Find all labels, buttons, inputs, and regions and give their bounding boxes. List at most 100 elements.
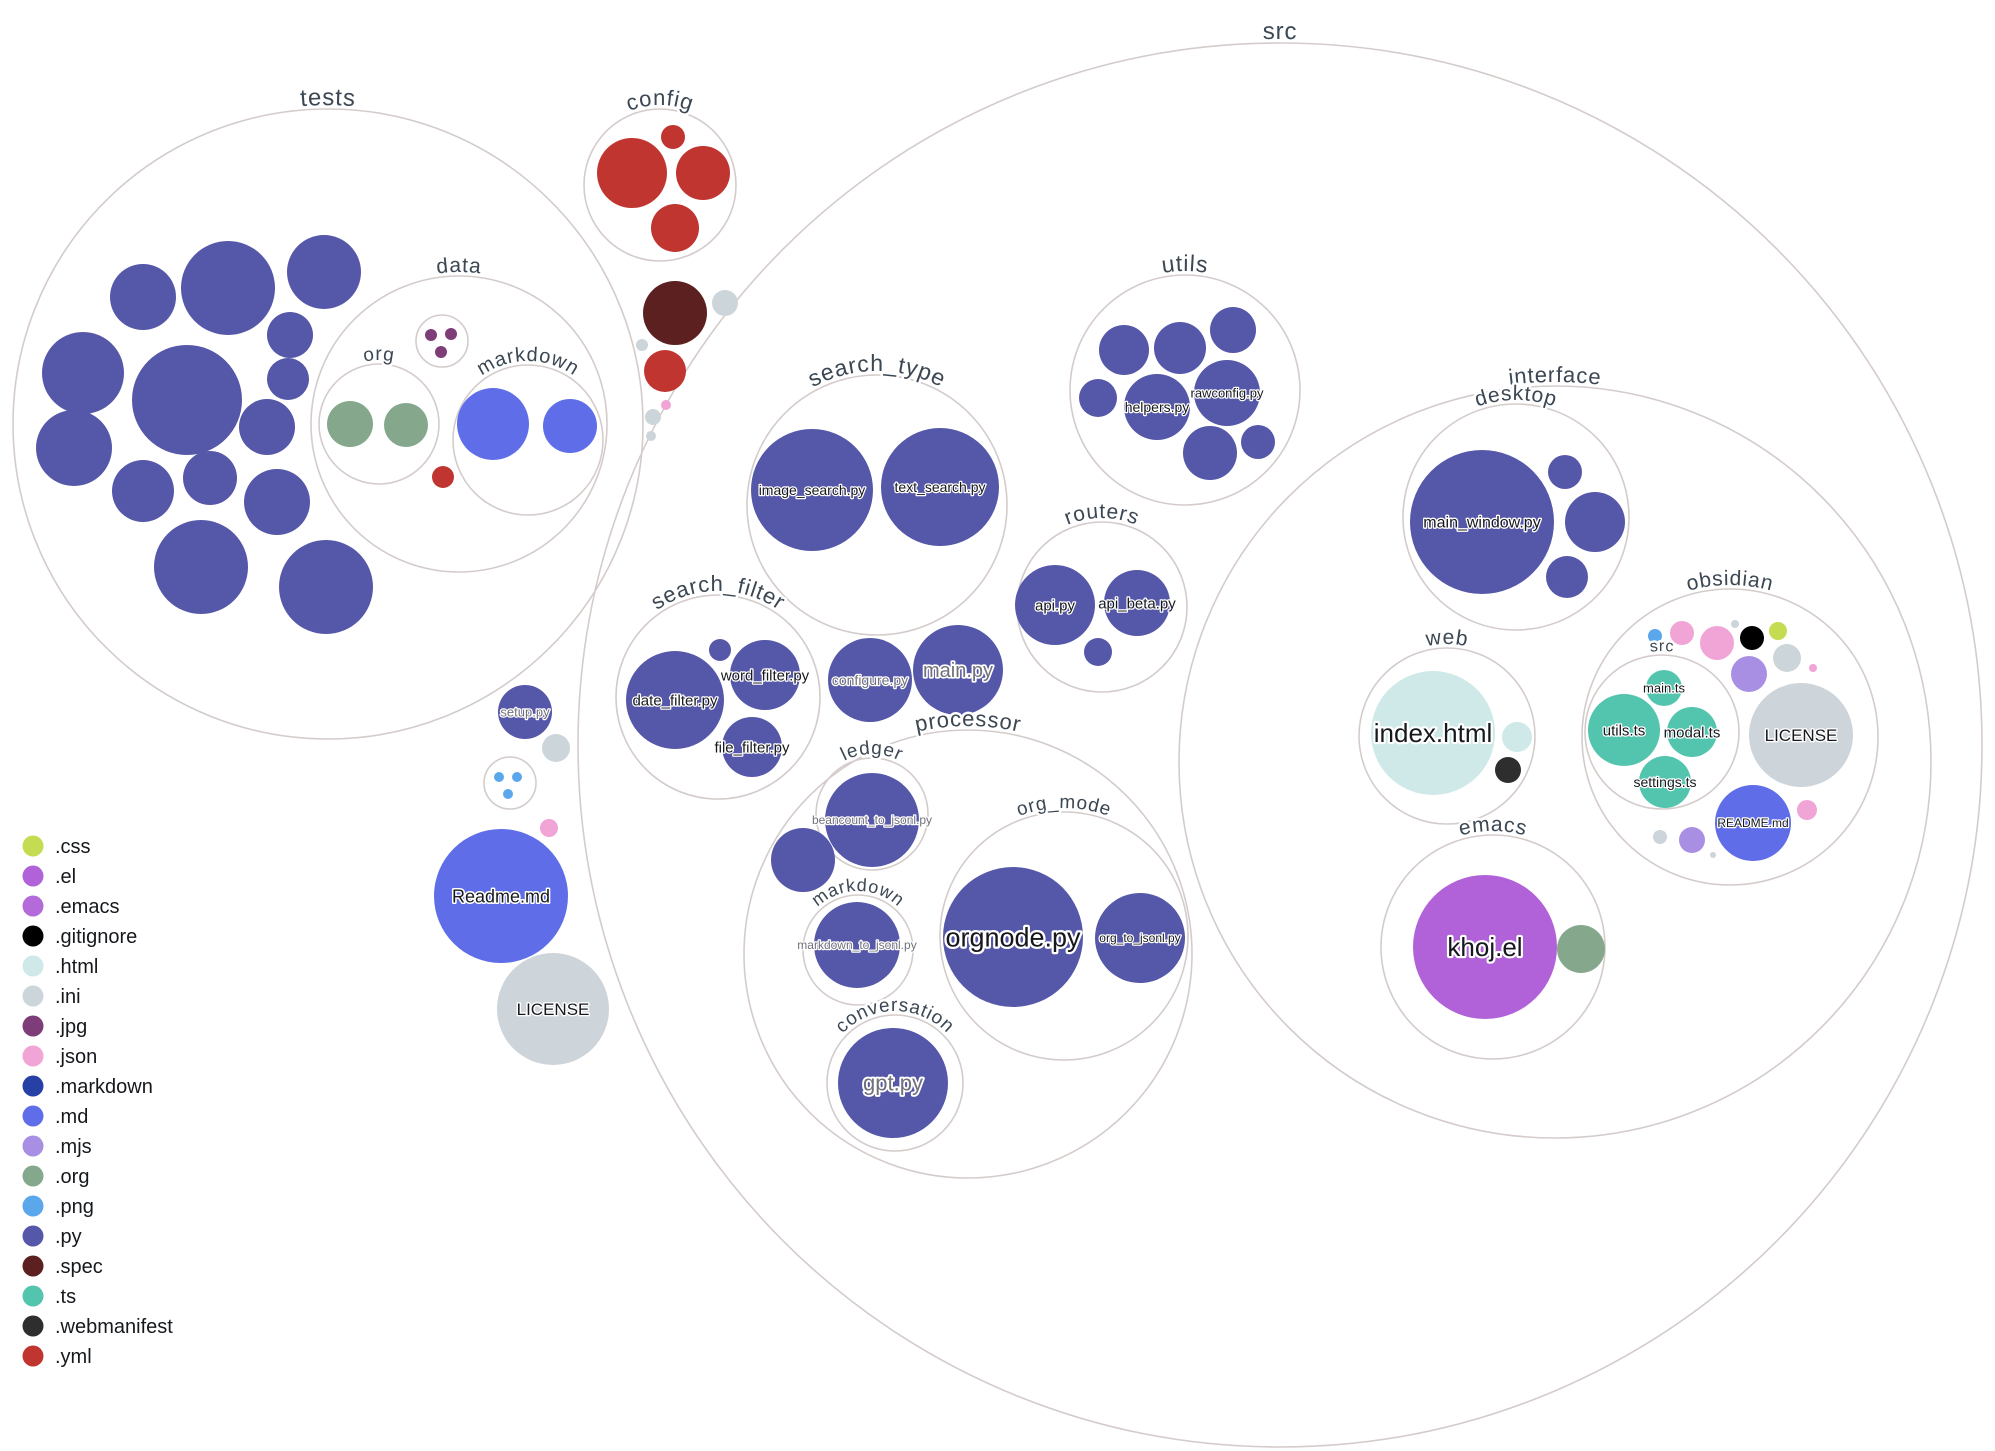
legend-swatch-md <box>22 1105 44 1127</box>
file-circle-yml <box>597 138 667 208</box>
folder-circle-obsidian-src <box>1584 654 1740 810</box>
file-label-khoj.el: khoj.el <box>1447 932 1522 962</box>
file-circle-json <box>1797 800 1817 820</box>
legend-swatch-html <box>22 955 44 977</box>
folder-circle-data-markdown <box>452 364 604 516</box>
file-circle-css <box>1769 622 1787 640</box>
folder-circle-desktop <box>1402 403 1630 631</box>
folder-label-org_mode: org_mode <box>1014 792 1114 821</box>
legend-swatch-json <box>22 1045 44 1067</box>
file-circle-md <box>457 388 529 460</box>
folder-label-processor: processor <box>913 706 1024 737</box>
file-circle-main_window.py <box>1410 450 1554 594</box>
folder-circle-utils <box>1069 274 1301 506</box>
file-circle-json <box>1700 626 1734 660</box>
file-label-org_to_jsonl.py: org_to_jsonl.py <box>1099 931 1180 945</box>
file-circle-py <box>181 241 275 335</box>
file-circle-LICENSE <box>1749 683 1853 787</box>
file-circle-py <box>1183 426 1237 480</box>
folder-circle-org_mode <box>939 811 1189 1061</box>
file-circle-py <box>771 828 835 892</box>
file-circle-image_search.py <box>751 429 873 551</box>
file-circle-ini <box>1653 830 1667 844</box>
file-circle-settings.ts <box>1639 756 1691 808</box>
file-circle-ini <box>1773 644 1801 672</box>
file-circle-Readme.md <box>434 829 568 963</box>
folder-label-ledger: ledger <box>837 738 906 765</box>
file-circle-main.py <box>913 625 1003 715</box>
file-circle-org <box>384 403 428 447</box>
file-labels-layer: setup.py Readme.md LICENSE image_search.py t… <box>450 384 1838 1097</box>
file-label-LICENSE: LICENSE <box>1765 726 1838 745</box>
legend-swatch-org <box>22 1165 44 1187</box>
legend-label-css: .css <box>55 836 91 858</box>
file-circle-ini <box>712 290 738 316</box>
file-label-LICENSE: LICENSE <box>517 1000 590 1019</box>
legend-label-yml: .yml <box>55 1346 92 1368</box>
folder-label-obsidian-src: src <box>1649 638 1675 656</box>
file-circle-orgnode.py <box>943 867 1083 1007</box>
legend-label-el: .el <box>55 866 76 888</box>
folder-circle-obsidian <box>1581 588 1879 886</box>
folder-label-data-org: org <box>362 344 396 366</box>
file-label-date_filter.py: date_filter.py <box>632 692 718 709</box>
folder-circle-ledger <box>815 757 929 871</box>
file-label-helpers.py: helpers.py <box>1125 399 1190 415</box>
file-circle-yml <box>432 466 454 488</box>
file-circle-date_filter.py <box>626 651 724 749</box>
file-circle-khoj.el <box>1413 875 1557 1019</box>
file-circle-ini <box>636 339 648 351</box>
file-circle-py <box>42 332 124 414</box>
legend-swatch-emacs <box>22 895 44 917</box>
legend-swatch-el <box>22 865 44 887</box>
files-layer <box>36 125 1853 1138</box>
file-circle-ini <box>1710 852 1716 858</box>
file-circle-rawconfig.py <box>1194 360 1260 426</box>
legend-swatch-png <box>22 1195 44 1217</box>
legend-swatch-spec <box>22 1255 44 1277</box>
file-circle-configure.py <box>828 638 912 722</box>
folder-circle-web <box>1358 647 1536 825</box>
file-circle-jpg <box>425 329 437 341</box>
legend-label-markdown: .markdown <box>55 1076 153 1098</box>
file-circle-gpt.py <box>838 1028 948 1138</box>
folder-label-data: data <box>435 254 483 279</box>
legend-swatch-css <box>22 835 44 857</box>
folder-label-tests: tests <box>299 84 356 112</box>
legend-label-gitignore: .gitignore <box>55 926 137 948</box>
legend-label-spec: .spec <box>55 1256 103 1278</box>
file-circle-py <box>1546 556 1588 598</box>
file-circle-py <box>1084 638 1112 666</box>
folder-label-routers: routers <box>1061 500 1142 530</box>
legend-label-md: .md <box>55 1106 88 1128</box>
file-circle-json <box>540 819 558 837</box>
folder-circle-data-org <box>318 363 440 485</box>
file-circle-py <box>112 460 174 522</box>
file-label-gpt.py: gpt.py <box>863 1071 923 1096</box>
file-circle-png <box>1648 629 1662 643</box>
folder-label-search_type: search_type <box>803 350 950 392</box>
file-circle-py <box>709 639 731 661</box>
file-label-markdown_to_jsonl.py: markdown_to_jsonl.py <box>797 938 916 952</box>
folder-label-config: config <box>623 85 698 116</box>
folder-circle-src <box>577 42 1983 1448</box>
file-circle-org_to_jsonl.py <box>1095 893 1185 983</box>
legend: .css .el .emacs .gitignore .html .ini .jpg .jso… <box>22 835 173 1368</box>
legend-swatch-ts <box>22 1285 44 1307</box>
folder-circle-processor <box>743 729 1193 1179</box>
file-circle-png <box>503 789 513 799</box>
folder-label-utils: utils <box>1160 250 1210 278</box>
file-circle-main.ts <box>1646 670 1682 706</box>
legend-label-png: .png <box>55 1196 94 1218</box>
file-circle-py <box>244 469 310 535</box>
file-circle-index.html <box>1371 671 1495 795</box>
folder-circle-emacs <box>1380 834 1606 1060</box>
legend-swatch-markdown <box>22 1075 44 1097</box>
legend-swatch-ini <box>22 985 44 1007</box>
folder-circle-proc-markdown <box>802 894 914 1006</box>
file-circle-py <box>110 264 176 330</box>
legend-swatch-mjs <box>22 1135 44 1157</box>
file-circle-mjs <box>1731 656 1767 692</box>
folder-circle-tests <box>12 108 644 740</box>
file-label-rawconfig.py: rawconfig.py <box>1191 386 1264 401</box>
